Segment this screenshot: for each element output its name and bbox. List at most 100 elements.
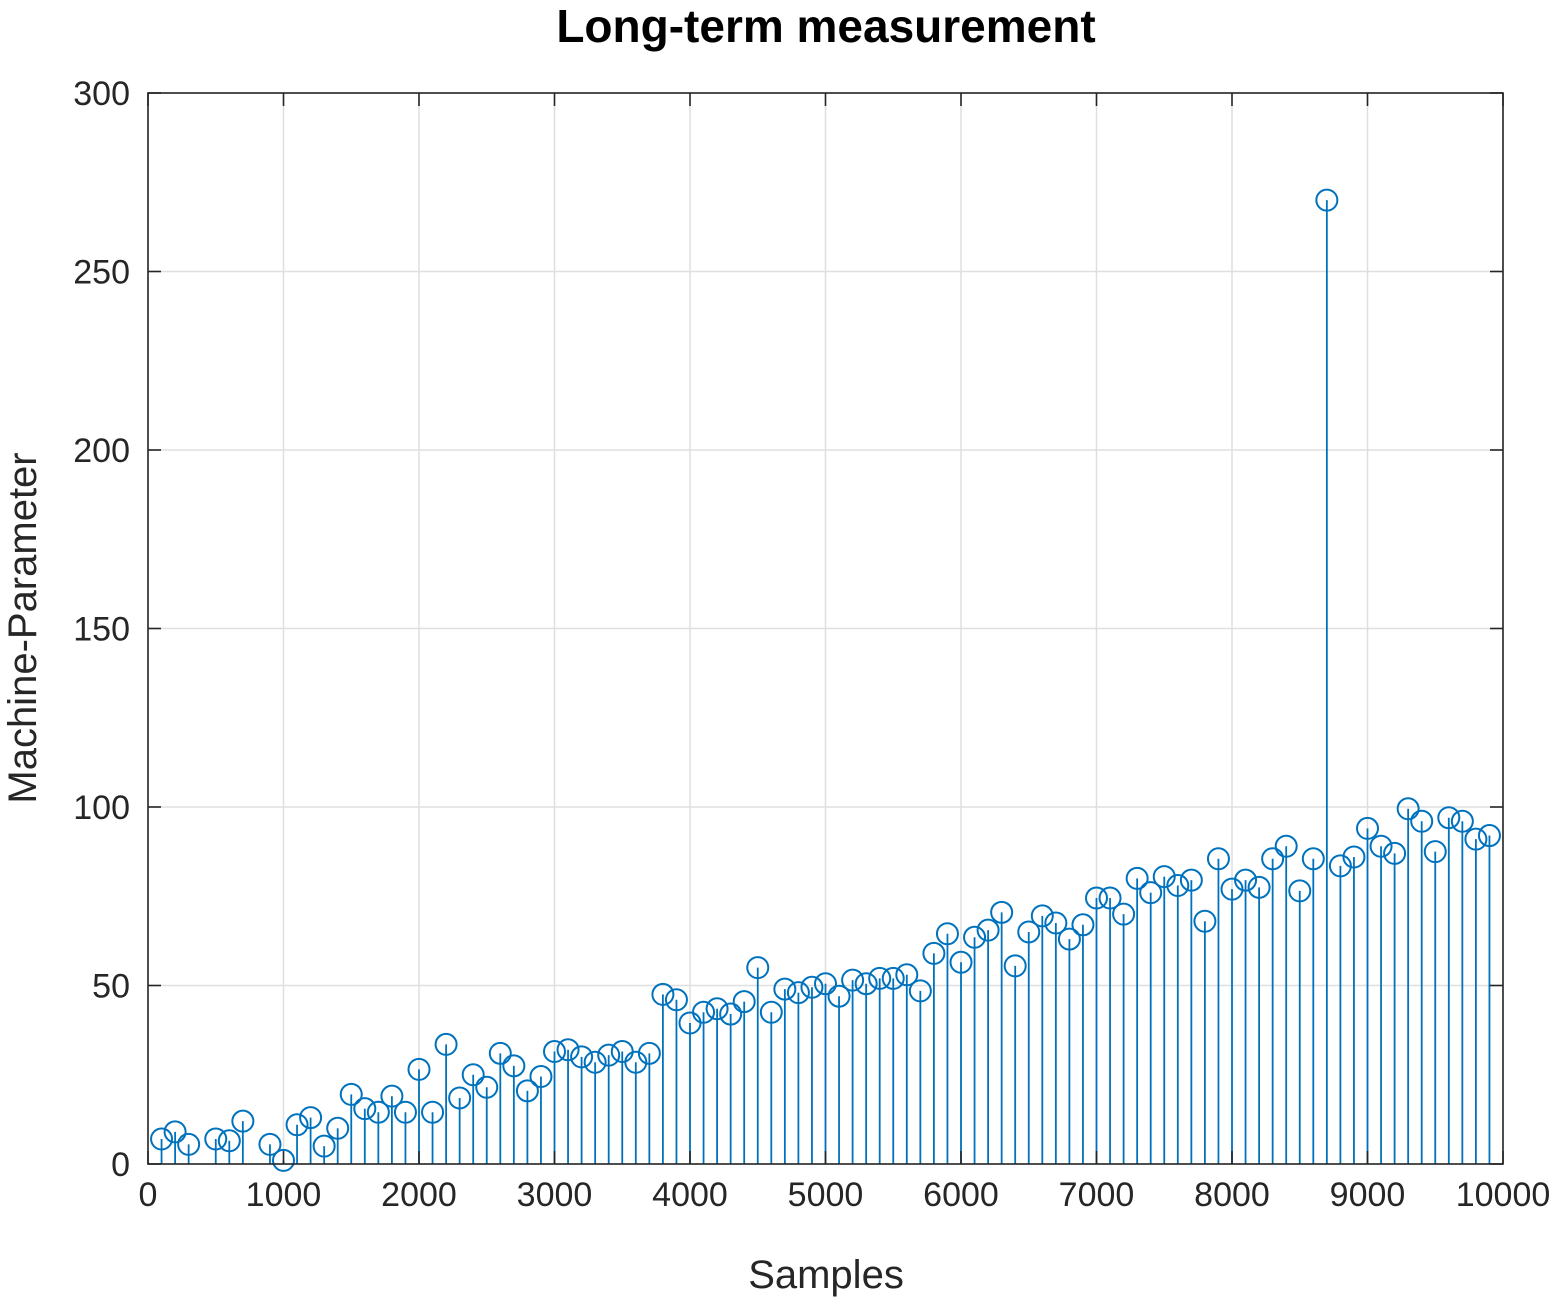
y-axis-label: Machine-Parameter [1,452,45,803]
y-tick-label: 0 [111,1146,130,1184]
stem-marker [949,950,973,974]
stem-marker [1261,847,1285,871]
stem-marker [854,972,878,996]
stem-marker [1315,188,1339,212]
stem-marker [1166,874,1190,898]
stem-marker [434,1032,458,1056]
stem-marker [827,984,851,1008]
x-tick-label: 1000 [246,1176,322,1214]
stem-marker [583,1050,607,1074]
stem-marker [1098,886,1122,910]
x-tick-labels: 0 1000 2000 3000 4000 5000 6000 7000 8000 9000 100… [139,1176,1551,1214]
stem-marker [1396,797,1420,821]
stem-marker [1139,881,1163,905]
stem-marker [1085,886,1108,910]
stem-marker [705,997,729,1021]
stem-marker [1328,854,1352,878]
stem-marker [1220,877,1244,901]
x-tick-label: 4000 [652,1176,728,1214]
stem-marker [990,900,1014,924]
stem-marker [393,1100,417,1124]
stem-marker [380,1084,404,1108]
stem-marker [1288,879,1312,903]
stem-marker [1383,841,1407,865]
stem-marker [1464,827,1488,851]
stem-marker [1423,840,1447,864]
stem-marker [1234,868,1258,892]
stem-marker [868,966,892,990]
stem-marker [1179,868,1203,892]
stem-marker [1356,816,1379,840]
stem-marker [881,966,905,990]
stem-marker [177,1132,201,1156]
stem-marker [515,1079,539,1103]
chart-title: Long-term measurement [556,0,1095,52]
stem-marker [312,1134,336,1158]
x-tick-label: 5000 [788,1176,864,1214]
x-axis-label: Samples [748,1253,904,1297]
axis-ticks [147,92,1504,1165]
stem-marker [1125,866,1149,890]
stem-marker [448,1086,472,1110]
stem-marker [976,918,1000,942]
stem-marker [1152,865,1176,889]
x-tick-label: 9000 [1330,1176,1406,1214]
stem-marker [421,1100,445,1124]
stem-marker [963,925,987,949]
stem-marker [814,972,837,996]
y-tick-label: 100 [73,789,130,827]
stem-marker [719,1002,743,1026]
stem-marker [326,1116,350,1140]
stem-marker [556,1038,580,1062]
stem-marker [597,1043,621,1067]
stem-marker [1274,834,1298,858]
stem-marker [637,1041,661,1065]
y-tick-label: 300 [73,75,130,113]
y-tick-label: 250 [73,254,130,292]
stem-marker [204,1127,228,1151]
stem-marker [773,977,797,1001]
stem-marker [1410,809,1434,833]
stem-marker [935,922,959,946]
stem-marker [366,1100,390,1124]
stem-marker [1017,920,1041,944]
stem-marker [217,1129,241,1153]
stem-marker [732,990,756,1014]
stem-marker [841,968,865,992]
stem-marker [1301,847,1325,871]
stem-marker [488,1041,512,1065]
stem-marker [1057,927,1081,951]
stem-marker [908,979,932,1003]
stem-marker [529,1065,553,1089]
stem-marker [502,1054,526,1078]
x-tick-label: 7000 [1059,1176,1135,1214]
stem-marker [258,1132,282,1156]
x-tick-label: 3000 [517,1176,593,1214]
stem-marker [1030,904,1054,928]
stem-marker [1450,809,1474,833]
stem-marker [407,1057,431,1081]
stem-marker [461,1063,485,1087]
stem-marker [1247,875,1271,899]
y-tick-labels: 0 50 100 150 200 250 300 [73,75,130,1184]
stem-marker [1342,845,1366,869]
stem-marker [272,1148,295,1172]
stem-marker [475,1075,499,1099]
stem-marker [150,1127,174,1151]
x-tick-label: 2000 [381,1176,457,1214]
stem-marker [651,982,675,1006]
y-tick-label: 200 [73,432,130,470]
stem-marker [353,1097,377,1121]
stem-marker [759,1000,783,1024]
stem-marker [1206,847,1230,871]
stem-marker [1369,834,1393,858]
stem-marker [285,1113,309,1137]
x-tick-label: 10000 [1456,1176,1551,1214]
stem-marker [922,941,946,965]
stem-marker [624,1050,648,1074]
stem-marker [231,1109,255,1133]
x-tick-label: 8000 [1194,1176,1270,1214]
y-tick-label: 150 [73,611,130,649]
y-tick-label: 50 [92,968,130,1006]
